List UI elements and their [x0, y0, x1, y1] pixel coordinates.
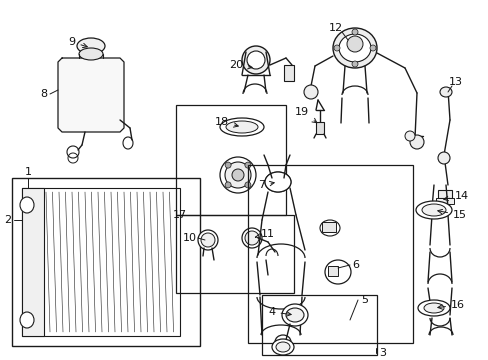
Bar: [247, 165, 412, 343]
Ellipse shape: [244, 162, 250, 168]
Bar: [437, 190, 451, 198]
Ellipse shape: [409, 135, 423, 149]
Ellipse shape: [224, 162, 250, 188]
Ellipse shape: [220, 157, 256, 193]
Ellipse shape: [304, 85, 317, 99]
Ellipse shape: [275, 342, 289, 352]
Ellipse shape: [20, 197, 34, 213]
Ellipse shape: [20, 312, 34, 328]
Text: 1: 1: [24, 167, 31, 177]
Text: 11: 11: [255, 229, 274, 239]
Ellipse shape: [264, 172, 290, 192]
Text: 3: 3: [379, 348, 386, 358]
Text: 10: 10: [183, 233, 197, 243]
Ellipse shape: [333, 45, 339, 51]
Bar: [12, 178, 200, 346]
Ellipse shape: [201, 233, 215, 247]
Ellipse shape: [415, 201, 451, 219]
Bar: [22, 188, 180, 336]
Text: 7: 7: [258, 180, 274, 190]
Ellipse shape: [79, 48, 103, 60]
Text: 4: 4: [268, 307, 290, 317]
Text: 17: 17: [173, 210, 187, 220]
Bar: [315, 122, 324, 134]
Bar: [262, 295, 376, 355]
Bar: [327, 266, 337, 276]
Ellipse shape: [198, 230, 218, 250]
Ellipse shape: [369, 45, 375, 51]
Bar: [176, 105, 285, 215]
Ellipse shape: [282, 304, 307, 326]
Polygon shape: [58, 58, 124, 132]
Ellipse shape: [332, 28, 376, 68]
Text: 15: 15: [437, 210, 466, 220]
Ellipse shape: [242, 228, 262, 248]
Ellipse shape: [423, 303, 443, 313]
Ellipse shape: [404, 131, 414, 141]
Ellipse shape: [285, 308, 304, 322]
Ellipse shape: [244, 182, 250, 188]
Text: 9: 9: [68, 37, 87, 48]
Ellipse shape: [225, 121, 258, 133]
Bar: [435, 198, 453, 204]
Text: 20: 20: [228, 60, 252, 70]
Text: 5: 5: [361, 295, 368, 305]
Bar: [176, 215, 293, 293]
Ellipse shape: [351, 61, 357, 67]
Ellipse shape: [244, 231, 259, 245]
Text: 2: 2: [4, 215, 12, 225]
Ellipse shape: [338, 34, 370, 62]
Ellipse shape: [421, 204, 445, 216]
Ellipse shape: [224, 182, 231, 188]
Ellipse shape: [224, 162, 231, 168]
Ellipse shape: [417, 300, 449, 316]
Text: 16: 16: [437, 300, 464, 310]
Bar: [22, 188, 44, 336]
Ellipse shape: [351, 29, 357, 35]
Text: 6: 6: [352, 260, 359, 270]
Ellipse shape: [220, 118, 264, 136]
Text: 13: 13: [448, 77, 462, 87]
Ellipse shape: [246, 51, 264, 69]
Text: 8: 8: [41, 89, 47, 99]
Ellipse shape: [439, 87, 451, 97]
Text: 19: 19: [294, 107, 316, 123]
Ellipse shape: [346, 36, 362, 52]
Text: 18: 18: [215, 117, 238, 127]
Ellipse shape: [325, 260, 350, 284]
Text: 14: 14: [443, 191, 468, 201]
Ellipse shape: [319, 220, 339, 236]
Ellipse shape: [231, 169, 244, 181]
Ellipse shape: [271, 339, 293, 355]
Text: 12: 12: [328, 23, 343, 33]
Ellipse shape: [77, 38, 105, 54]
Bar: [284, 65, 293, 81]
Ellipse shape: [242, 46, 269, 74]
Ellipse shape: [437, 152, 449, 164]
Bar: [321, 222, 335, 232]
